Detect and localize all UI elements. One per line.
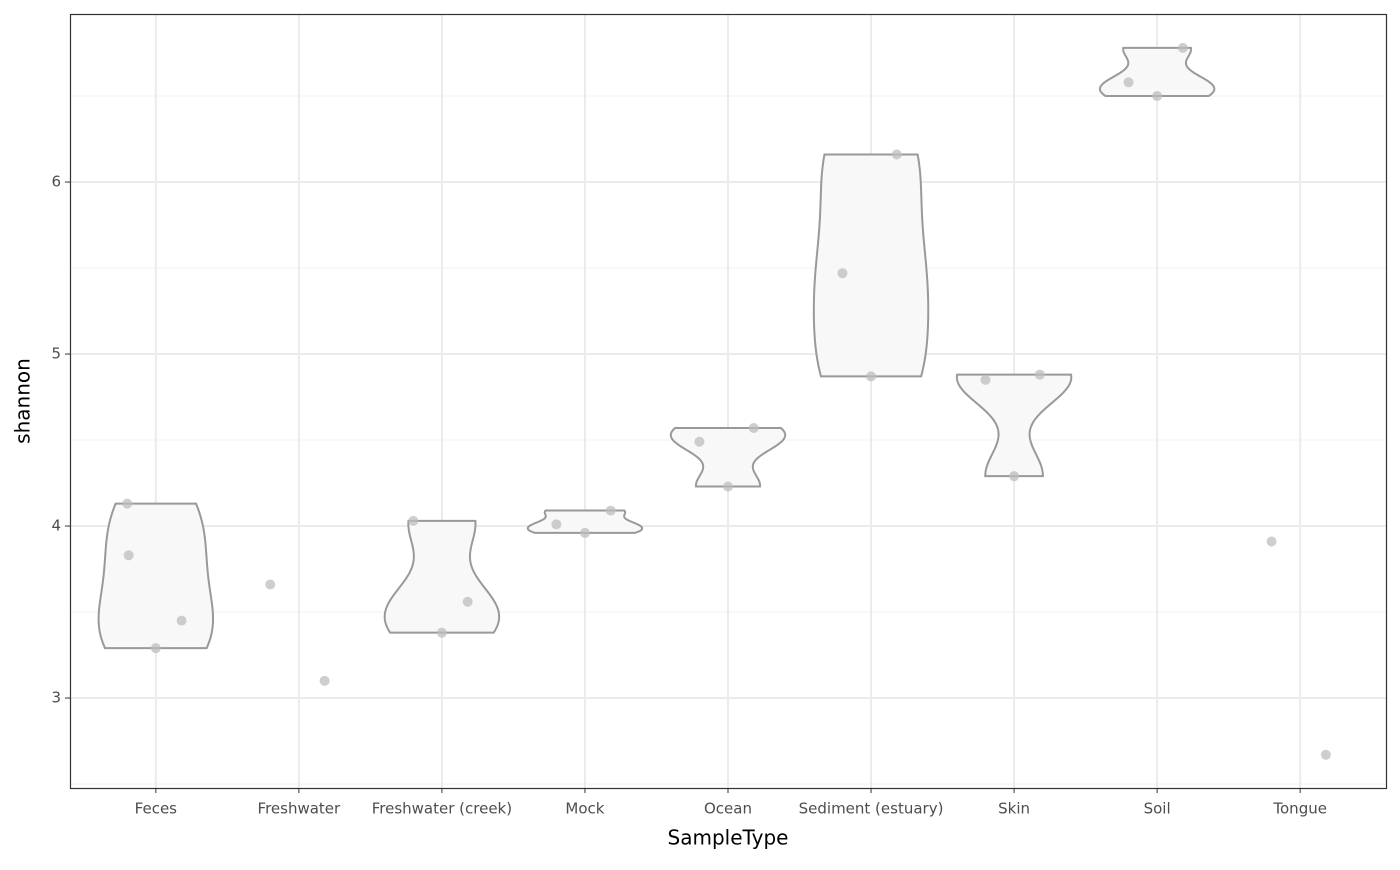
point bbox=[837, 268, 848, 279]
point bbox=[1266, 536, 1277, 547]
point bbox=[1320, 749, 1331, 760]
marks bbox=[97, 42, 1331, 760]
x-tick-label: Sediment (estuary) bbox=[799, 800, 944, 818]
point bbox=[1177, 42, 1188, 53]
point bbox=[123, 550, 134, 561]
point bbox=[748, 423, 759, 434]
point bbox=[408, 515, 419, 526]
x-tick-label: Mock bbox=[565, 800, 604, 818]
x-tick-label: Soil bbox=[1144, 800, 1171, 818]
violin bbox=[812, 153, 930, 378]
x-tick-label: Freshwater bbox=[258, 800, 341, 818]
x-tick-label: Feces bbox=[135, 800, 178, 818]
x-tick-label: Ocean bbox=[704, 800, 752, 818]
point bbox=[891, 149, 902, 160]
y-tick-label: 5 bbox=[51, 345, 61, 363]
point bbox=[122, 498, 133, 509]
point bbox=[1034, 369, 1045, 380]
point bbox=[723, 481, 733, 492]
point bbox=[436, 627, 447, 638]
y-tick-label: 6 bbox=[51, 173, 61, 191]
point bbox=[150, 643, 161, 654]
point bbox=[605, 505, 616, 516]
x-tick-label: Tongue bbox=[1272, 800, 1327, 818]
y-tick-label: 4 bbox=[51, 517, 61, 535]
point bbox=[1009, 471, 1020, 482]
point bbox=[980, 374, 991, 385]
y-tick-label: 3 bbox=[51, 689, 61, 707]
y-axis-title: shannon bbox=[11, 358, 35, 444]
point bbox=[551, 519, 562, 530]
x-axis-title: SampleType bbox=[668, 826, 789, 850]
x-tick-label: Freshwater (creek) bbox=[372, 800, 512, 818]
violin bbox=[97, 502, 215, 650]
point bbox=[1152, 91, 1163, 102]
point bbox=[866, 371, 877, 382]
grid bbox=[70, 14, 1386, 788]
point bbox=[462, 596, 473, 607]
point bbox=[176, 615, 187, 626]
point bbox=[265, 579, 276, 590]
point bbox=[1123, 77, 1134, 88]
point bbox=[319, 675, 330, 686]
point bbox=[579, 527, 590, 538]
violin bbox=[955, 373, 1073, 478]
x-tick-label: Skin bbox=[998, 800, 1030, 818]
point bbox=[694, 436, 705, 447]
